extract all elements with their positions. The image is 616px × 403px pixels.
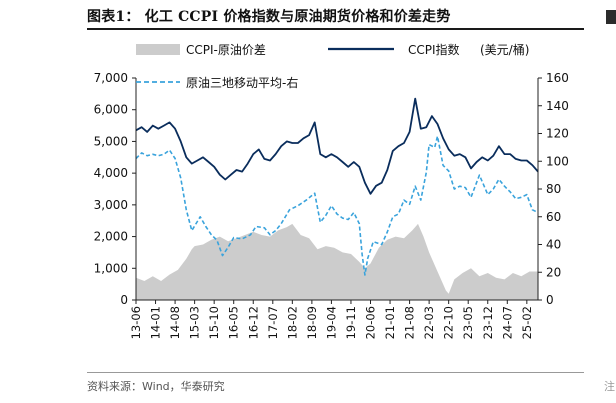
- right-tick-label: 0: [546, 293, 554, 307]
- source-note: 资料来源：Wind，华泰研究: [87, 380, 225, 393]
- legend-label-spread: CCPI-原油价差: [186, 43, 266, 57]
- left-tick-label: 6,000: [94, 103, 128, 117]
- right-tick-label: 120: [546, 127, 569, 141]
- x-tick-label: 14-08: [168, 306, 182, 339]
- x-tick-label: 23-12: [481, 306, 495, 339]
- x-tick-label: 18-02: [285, 306, 299, 339]
- adjacent-figure-edge: [606, 10, 616, 24]
- left-tick-label: 5,000: [94, 134, 128, 148]
- left-tick-label: 7,000: [94, 71, 128, 85]
- x-tick-label: 16-12: [246, 306, 260, 339]
- figure-title: 图表1： 化工 CCPI 价格指数与原油期货价格和价差走势: [87, 9, 451, 25]
- right-tick-label: 20: [546, 265, 561, 279]
- x-tick-label: 23-05: [461, 306, 475, 339]
- left-tick-label: 2,000: [94, 230, 128, 244]
- x-tick-label: 25-02: [520, 306, 534, 339]
- left-tick-label: 0: [120, 293, 128, 307]
- x-tick-label: 17-07: [266, 306, 280, 339]
- x-tick-label: 13-06: [129, 306, 143, 339]
- x-tick-label: 22-03: [422, 306, 436, 339]
- left-tick-label: 3,000: [94, 198, 128, 212]
- adjacent-figure-glyph: 注: [604, 380, 615, 393]
- series-spread-area: [136, 223, 538, 300]
- legend-label-oil: 原油三地移动平均-右: [186, 75, 298, 90]
- series-oil-line: [135, 135, 539, 276]
- left-tick-label: 4,000: [94, 166, 128, 180]
- right-tick-label: 40: [546, 238, 561, 252]
- x-tick-label: 15-10: [207, 306, 221, 339]
- right-tick-label: 100: [546, 154, 569, 168]
- right-tick-label: 160: [546, 71, 569, 85]
- x-tick-label: 14-01: [149, 306, 163, 339]
- series-ccpi-line: [135, 97, 539, 195]
- x-tick-label: 18-09: [305, 306, 319, 339]
- x-tick-label: 21-01: [383, 306, 397, 339]
- legend-label-ccpi: CCPI指数: [408, 42, 460, 57]
- left-tick-label: 1,000: [94, 261, 128, 275]
- x-tick-label: 24-07: [500, 306, 514, 339]
- source-divider: [87, 372, 584, 373]
- legend-swatch-spread: [136, 44, 180, 55]
- plot-area: 0 1,000 2,000 3,000 4,000 5,000 6,000 7,000 0 20 4…: [94, 71, 569, 339]
- right-tick-label: 140: [546, 99, 569, 113]
- unit-label: (美元/桶): [480, 42, 529, 57]
- right-tick-label: 80: [546, 182, 561, 196]
- x-tick-label: 15-03: [188, 306, 202, 339]
- x-tick-label: 16-05: [227, 306, 241, 339]
- x-tick-label: 19-11: [344, 306, 358, 339]
- x-tick-label: 19-04: [324, 306, 338, 339]
- right-tick-label: 60: [546, 210, 561, 224]
- legend: CCPI-原油价差 CCPI指数 (美元/桶) 原油三地移动平均-右: [136, 42, 529, 90]
- x-tick-label: 20-06: [364, 306, 378, 339]
- title-divider: [87, 28, 584, 30]
- x-tick-label: 22-10: [442, 306, 456, 339]
- x-tick-label: 21-08: [403, 306, 417, 339]
